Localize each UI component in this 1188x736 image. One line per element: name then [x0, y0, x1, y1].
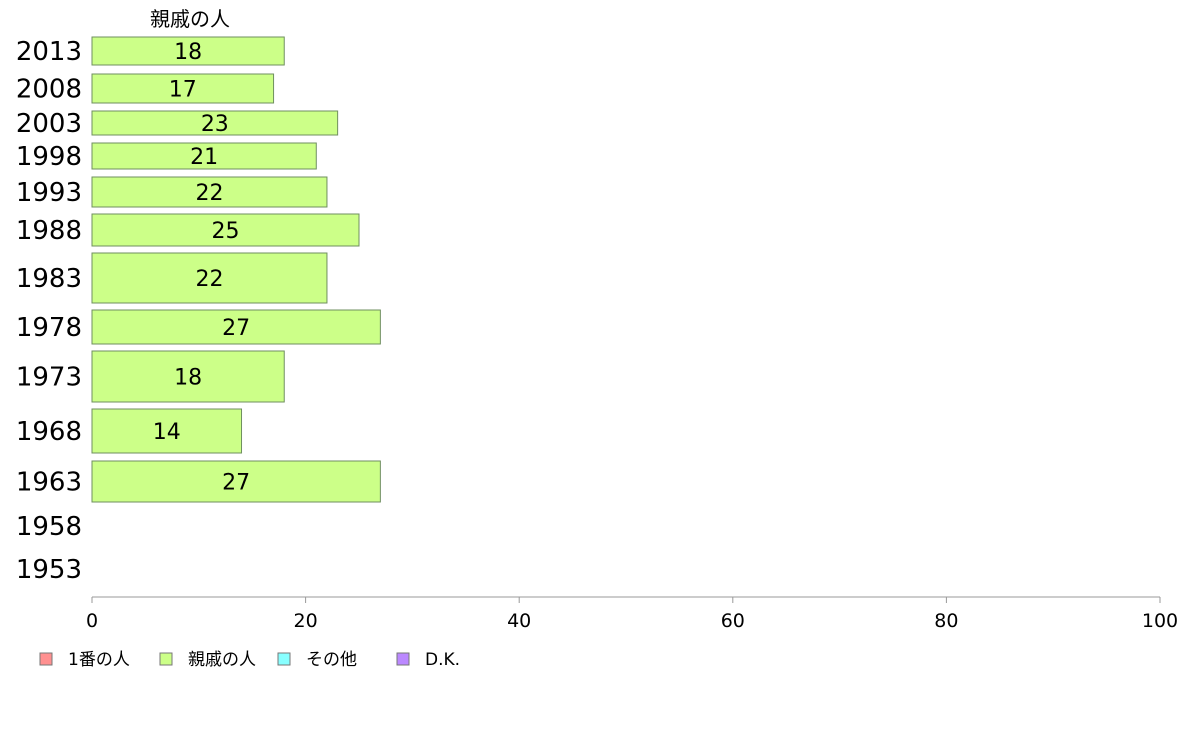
year-label: 1998 [16, 142, 82, 172]
bar-value-label: 22 [195, 267, 223, 292]
bar-value-label: 22 [195, 181, 223, 206]
bar-value-label: 27 [222, 316, 250, 341]
series-title: 親戚の人 [150, 7, 230, 31]
year-label: 1958 [16, 512, 82, 542]
legend-label: 1番の人 [68, 650, 130, 670]
year-label: 1953 [16, 555, 82, 585]
legend-swatch [277, 652, 291, 666]
legend-swatch [396, 652, 410, 666]
bar-value-label: 18 [174, 366, 202, 391]
x-tick-label: 0 [86, 610, 98, 632]
year-label: 1973 [16, 363, 82, 393]
bar-value-label: 18 [174, 40, 202, 65]
legend-label: その他 [306, 650, 357, 670]
bar [91, 408, 243, 454]
legend-swatch [39, 652, 53, 666]
legend-label: 親戚の人 [188, 650, 256, 670]
x-tick-label: 20 [294, 610, 318, 632]
bar-value-label: 21 [190, 145, 218, 170]
bar [91, 110, 339, 136]
x-tick-label: 40 [507, 610, 531, 632]
x-tick-label: 80 [934, 610, 958, 632]
year-label: 2003 [16, 109, 82, 139]
legend: 1番の人 親戚の人 その他 D.K. [39, 650, 460, 670]
legend-swatch [159, 652, 173, 666]
x-axis: 0 20 40 60 80 100 [86, 596, 1178, 632]
x-tick-label: 60 [721, 610, 745, 632]
bar [91, 252, 328, 304]
year-label: 1988 [16, 216, 82, 246]
bar-value-label: 23 [201, 112, 229, 137]
legend-label: D.K. [425, 650, 460, 670]
year-label: 1968 [16, 417, 82, 447]
bar [91, 73, 275, 104]
bar [91, 309, 381, 345]
bar [91, 176, 328, 208]
bar [91, 142, 317, 170]
bar [91, 36, 285, 66]
year-label: 1993 [16, 178, 82, 208]
year-label: 1978 [16, 313, 82, 343]
bar-value-label: 17 [169, 78, 197, 103]
bar [91, 213, 360, 247]
bar [91, 350, 285, 403]
bar [91, 460, 381, 503]
year-label: 1963 [16, 468, 82, 498]
bar-value-label: 25 [212, 219, 240, 244]
bar-value-label: 14 [153, 420, 181, 445]
year-label: 2008 [16, 75, 82, 105]
year-label: 1983 [16, 264, 82, 294]
year-label: 2013 [16, 37, 82, 67]
bar-value-label: 27 [222, 471, 250, 496]
x-tick-label: 100 [1142, 610, 1178, 632]
